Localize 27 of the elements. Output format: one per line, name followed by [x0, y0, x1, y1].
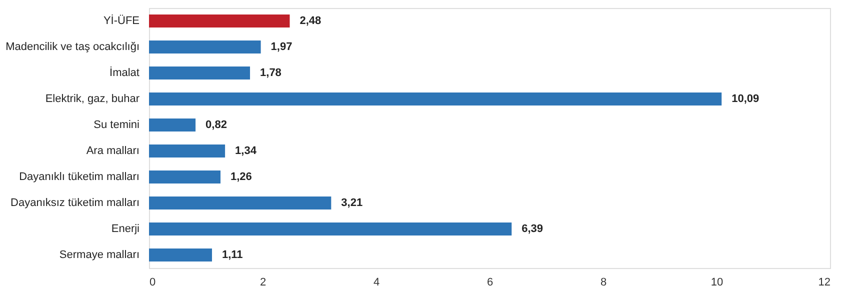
data-label: 1,26 [230, 171, 252, 183]
data-label: 0,82 [206, 119, 227, 131]
data-label: 6,39 [522, 223, 544, 235]
data-label: 1,34 [235, 145, 258, 157]
y-tick-label: Dayanıklı tüketim malları [19, 171, 140, 183]
x-tick-label: 0 [150, 276, 156, 288]
y-tick-label: Yİ-ÜFE [103, 14, 140, 27]
x-tick-label: 12 [818, 276, 830, 288]
y-tick-label: Sermaye malları [59, 249, 140, 261]
y-tick-label: Enerji [111, 223, 140, 235]
data-label: 3,21 [341, 197, 363, 209]
y-tick-label: Dayanıksız tüketim malları [10, 197, 140, 209]
x-tick-label: 8 [600, 276, 607, 288]
y-tick-label: Elektrik, gaz, buhar [45, 93, 140, 105]
x-tick-label: 10 [710, 276, 724, 288]
y-tick-label: Su temini [94, 119, 140, 131]
x-tick-label: 2 [260, 276, 266, 288]
data-label: 10,09 [732, 93, 760, 105]
y-tick-label: İmalat [110, 66, 140, 79]
y-tick-label: Ara malları [86, 145, 140, 157]
data-label: 1,97 [270, 41, 292, 53]
data-label: 1,78 [260, 67, 282, 79]
data-label: 1,11 [222, 249, 243, 261]
data-label: 2,48 [300, 15, 322, 27]
x-tick-label: 6 [486, 276, 494, 288]
x-tick-label: 4 [373, 276, 380, 288]
y-tick-label: Madencilik ve taş ocakcılığı [6, 41, 140, 53]
